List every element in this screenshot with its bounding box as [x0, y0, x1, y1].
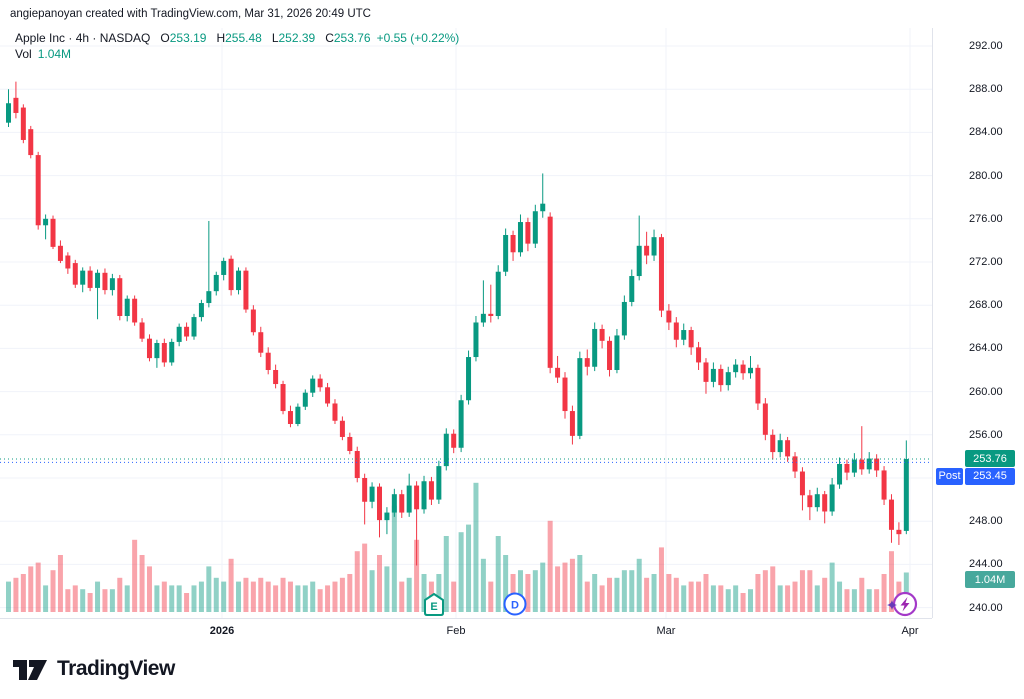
legend: Apple Inc · 4h · NASDAQ O253.19 H255.48 … — [15, 30, 459, 62]
open-value: O253.19 — [160, 31, 207, 45]
time-tick-label: Feb — [446, 625, 466, 637]
price-tick-label: 288.00 — [969, 83, 1003, 96]
time-tick-label: Mar — [656, 625, 676, 637]
attribution-text: angiepanoyan created with TradingView.co… — [10, 8, 371, 20]
tradingview-logo[interactable]: TradingView — [12, 656, 175, 682]
tradingview-logo-text: TradingView — [57, 657, 175, 680]
close-value: C253.76 — [325, 31, 371, 45]
time-axis[interactable]: 2026 Feb Mar Apr — [0, 618, 932, 647]
price-tick-label: 292.00 — [969, 40, 1003, 52]
post-price-badge: 253.45 — [965, 467, 1015, 485]
tradingview-logo-icon — [13, 660, 47, 680]
volume-badge: 1.04M — [965, 571, 1015, 588]
price-tick-label: 240.00 — [969, 601, 1003, 614]
last-price-badge: 253.76 — [965, 450, 1015, 468]
change-value: +0.55 (+0.22%) — [376, 31, 460, 45]
candlestick-chart[interactable] — [0, 0, 932, 618]
price-tick-label: 244.00 — [969, 558, 1003, 571]
svg-text:E: E — [430, 601, 437, 613]
price-tick-label: 264.00 — [969, 342, 1003, 355]
dividend-marker-icon[interactable]: D — [502, 591, 528, 617]
low-value: L252.39 — [271, 31, 316, 45]
volume-bars — [6, 482, 909, 612]
symbol-title[interactable]: Apple Inc · 4h · NASDAQ — [15, 31, 151, 45]
vol-label[interactable]: Vol — [15, 47, 32, 61]
price-tick-label: 256.00 — [969, 428, 1003, 441]
vol-value: 1.04M — [37, 47, 72, 61]
price-axis[interactable]: 253.76 Post 253.45 1.04M 292.00 288.00 284… — [932, 28, 1024, 618]
price-lines — [0, 458, 932, 463]
price-tick-label: 248.00 — [969, 515, 1003, 528]
gridlines — [0, 28, 932, 618]
svg-text:D: D — [511, 600, 519, 612]
postmarket-lightning-icon[interactable] — [881, 589, 921, 621]
earnings-marker-icon[interactable]: E — [421, 590, 447, 618]
high-value: H255.48 — [216, 31, 262, 45]
post-label-badge: Post — [936, 467, 963, 485]
price-tick-label: 272.00 — [969, 256, 1003, 268]
candles — [6, 81, 909, 566]
price-tick-label: 276.00 — [969, 212, 1003, 225]
price-tick-label: 268.00 — [969, 299, 1003, 312]
time-tick-label: Apr — [901, 625, 919, 637]
price-tick-label: 260.00 — [969, 385, 1003, 398]
price-tick-label: 280.00 — [969, 169, 1003, 182]
price-tick-label: 284.00 — [969, 126, 1003, 139]
time-tick-label: 2026 — [209, 625, 235, 637]
